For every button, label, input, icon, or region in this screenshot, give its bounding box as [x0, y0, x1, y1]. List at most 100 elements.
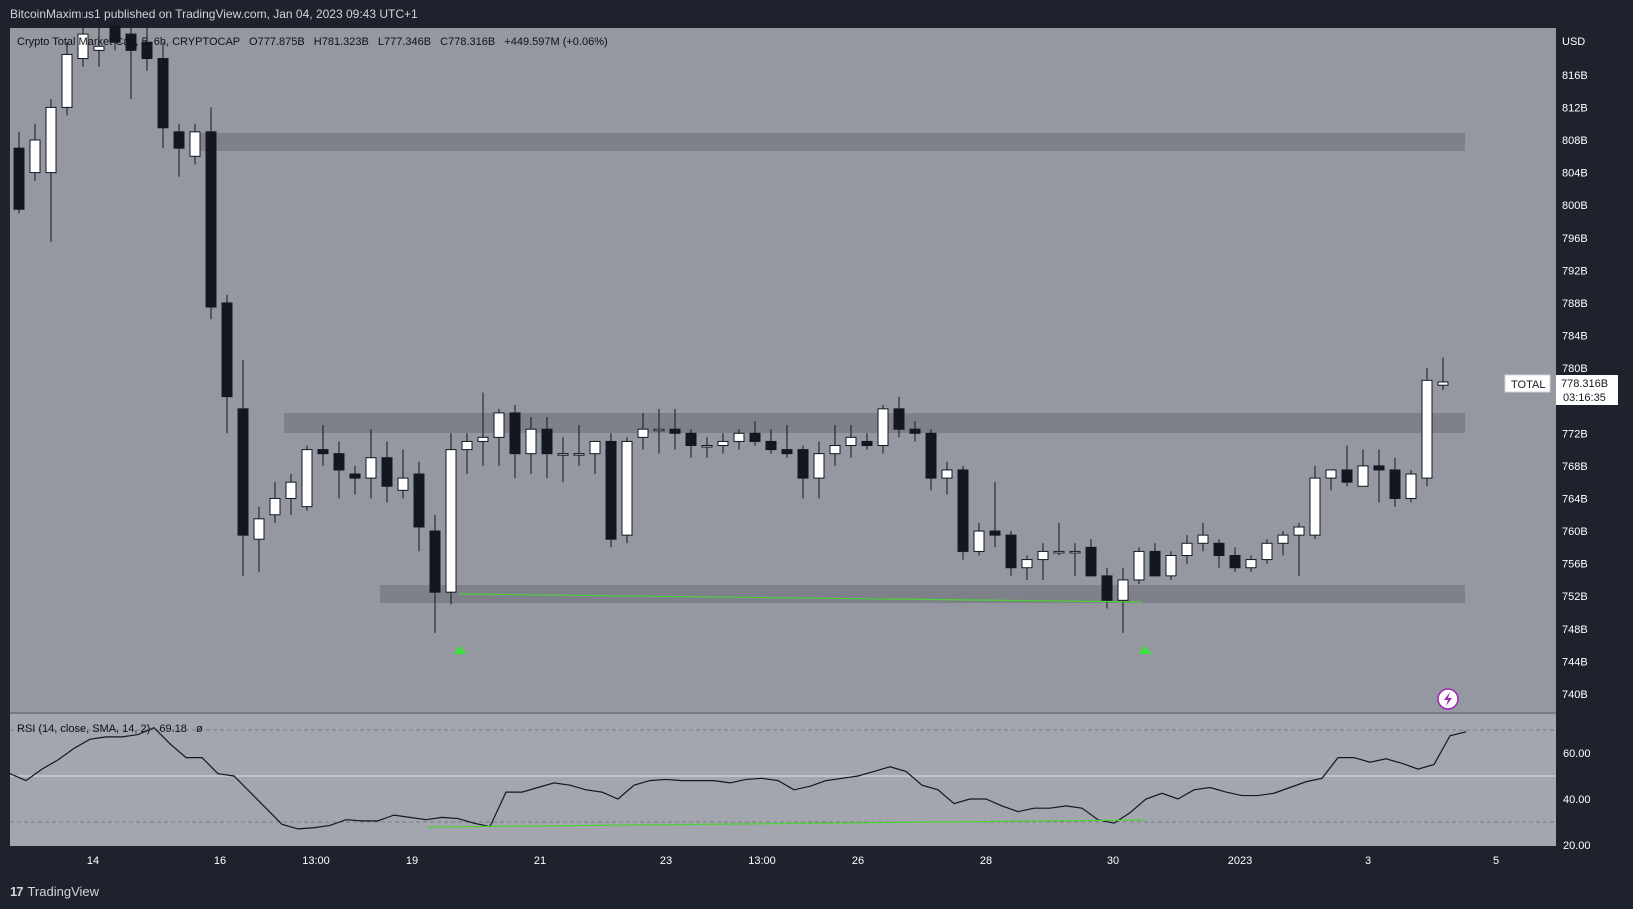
- candle-down[interactable]: [109, 25, 121, 43]
- candle-down[interactable]: [685, 432, 697, 447]
- candle-up[interactable]: [941, 469, 953, 479]
- candle-down[interactable]: [173, 131, 185, 149]
- candle-up[interactable]: [1037, 550, 1049, 561]
- candle-down[interactable]: [1101, 575, 1113, 601]
- candle-up[interactable]: [1261, 542, 1273, 561]
- candle-down[interactable]: [893, 408, 905, 430]
- candle-down[interactable]: [13, 147, 25, 210]
- candle-down[interactable]: [1149, 550, 1161, 577]
- candle-up[interactable]: [1357, 465, 1369, 487]
- candle-up[interactable]: [29, 139, 41, 174]
- candle-up[interactable]: [637, 428, 649, 438]
- candle-up[interactable]: [1293, 526, 1305, 536]
- candle-down[interactable]: [205, 131, 217, 308]
- candle-up[interactable]: [461, 440, 473, 451]
- candle-down[interactable]: [1229, 555, 1241, 569]
- candle-up[interactable]: [45, 106, 57, 174]
- candle-down[interactable]: [605, 440, 617, 540]
- candle-up[interactable]: [1309, 477, 1321, 536]
- candle-down[interactable]: [509, 412, 521, 455]
- candle-down[interactable]: [429, 530, 441, 593]
- candle-up[interactable]: [1405, 473, 1417, 499]
- candle-down[interactable]: [765, 440, 777, 451]
- candle-down[interactable]: [925, 432, 937, 479]
- candle-up[interactable]: [589, 440, 601, 455]
- candle-up[interactable]: [253, 518, 265, 540]
- candle-down[interactable]: [1085, 546, 1097, 577]
- candle-down[interactable]: [317, 449, 329, 455]
- price-axis[interactable]: USD 816B 812B 808B 804B 800B 796B 792B 788B 784B…: [1556, 28, 1633, 714]
- candle-up[interactable]: [301, 449, 313, 508]
- candle-up[interactable]: [477, 436, 489, 442]
- candle-up[interactable]: [1021, 559, 1033, 569]
- candle-up[interactable]: [77, 33, 89, 60]
- candle-down[interactable]: [861, 440, 873, 447]
- candle-down[interactable]: [749, 432, 761, 442]
- candle-up[interactable]: [653, 428, 665, 432]
- candle-down[interactable]: [909, 428, 921, 434]
- footer-logo[interactable]: 17 TradingView: [10, 884, 99, 899]
- candle-up[interactable]: [61, 53, 73, 108]
- candle-up[interactable]: [445, 449, 457, 593]
- candle-down[interactable]: [541, 428, 553, 455]
- candle-up[interactable]: [845, 436, 857, 447]
- candle-up[interactable]: [573, 453, 585, 456]
- candle-down[interactable]: [669, 428, 681, 434]
- resistance-zone-middle[interactable]: [284, 413, 1465, 433]
- candle-up[interactable]: [1069, 550, 1081, 554]
- candle-up[interactable]: [397, 477, 409, 491]
- candle-down[interactable]: [797, 449, 809, 479]
- rsi-support-line[interactable]: [427, 819, 1146, 828]
- candle-up[interactable]: [1133, 550, 1145, 581]
- candle-up[interactable]: [813, 453, 825, 479]
- candle-down[interactable]: [957, 469, 969, 552]
- candle-up[interactable]: [829, 445, 841, 455]
- candle-up[interactable]: [525, 428, 537, 455]
- candle-up[interactable]: [1165, 555, 1177, 577]
- candle-down[interactable]: [349, 473, 361, 479]
- candle-up[interactable]: [973, 530, 985, 552]
- candle-down[interactable]: [381, 457, 393, 487]
- candle-down[interactable]: [781, 449, 793, 455]
- candle-up[interactable]: [365, 457, 377, 479]
- candle-up[interactable]: [621, 440, 633, 536]
- candle-up[interactable]: [1053, 550, 1065, 554]
- candle-down[interactable]: [1389, 469, 1401, 499]
- support-zone-lower[interactable]: [380, 585, 1465, 603]
- candle-up[interactable]: [557, 453, 569, 456]
- support-trend-line[interactable]: [459, 593, 1143, 603]
- candle-up[interactable]: [733, 432, 745, 442]
- candle-up[interactable]: [1181, 542, 1193, 557]
- candle-down[interactable]: [141, 41, 153, 60]
- candle-down[interactable]: [1213, 542, 1225, 557]
- time-axis[interactable]: 14 16 13:00 19 21 23 13:00 26 28 30 2023 3 5: [10, 846, 1556, 874]
- candle-up[interactable]: [1277, 534, 1289, 544]
- candle-up[interactable]: [1421, 379, 1433, 479]
- candle-down[interactable]: [1005, 534, 1017, 569]
- candle-up[interactable]: [269, 497, 281, 516]
- candle-up[interactable]: [1117, 579, 1129, 601]
- candle-up[interactable]: [717, 440, 729, 447]
- resistance-zone-upper[interactable]: [198, 133, 1465, 151]
- candle-down[interactable]: [157, 58, 169, 129]
- candle-up[interactable]: [189, 131, 201, 157]
- candle-up[interactable]: [701, 445, 713, 448]
- rsi-pane[interactable]: RSI (14, close, SMA, 14, 2) 69.18 ø 60.0…: [9, 714, 1633, 852]
- candle-up[interactable]: [493, 412, 505, 438]
- candle-down[interactable]: [1373, 465, 1385, 471]
- candle-down[interactable]: [237, 408, 249, 536]
- candle-up[interactable]: [1437, 381, 1449, 386]
- candle-up[interactable]: [285, 481, 297, 499]
- candle-down[interactable]: [1341, 469, 1353, 483]
- candle-up[interactable]: [1245, 559, 1257, 569]
- candle-up[interactable]: [877, 408, 889, 447]
- candle-up[interactable]: [93, 45, 105, 51]
- candle-down[interactable]: [413, 473, 425, 528]
- candle-up[interactable]: [1325, 469, 1337, 479]
- candle-down[interactable]: [125, 33, 137, 51]
- candle-down[interactable]: [221, 302, 233, 398]
- candle-down[interactable]: [989, 530, 1001, 536]
- candle-up[interactable]: [1197, 534, 1209, 544]
- candle-down[interactable]: [333, 453, 345, 471]
